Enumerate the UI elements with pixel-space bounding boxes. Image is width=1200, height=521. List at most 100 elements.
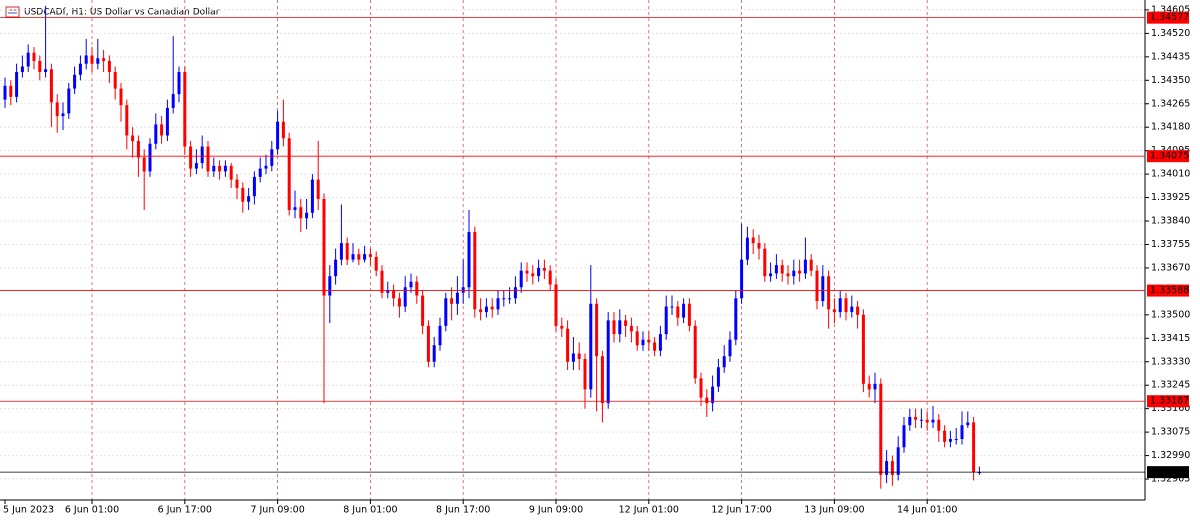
candle-body — [316, 179, 320, 199]
candle-body — [647, 339, 651, 343]
x-tick-label: 6 Jun 17:00 — [158, 505, 212, 516]
y-tick-label: 1.33245 — [1151, 380, 1190, 391]
candle-body — [879, 383, 883, 475]
candle-body — [450, 298, 454, 304]
candle-body — [107, 60, 111, 73]
candle-body — [769, 273, 773, 277]
candle-body — [658, 334, 662, 351]
candle-body — [438, 325, 442, 346]
candle-body — [479, 309, 483, 313]
candle-body — [844, 298, 848, 313]
candle-body — [252, 176, 256, 197]
candle-body — [218, 165, 222, 172]
candle-body — [496, 298, 500, 310]
candle-body — [444, 298, 448, 326]
level-label: 1.33187 — [1150, 396, 1189, 407]
candle-body — [838, 298, 842, 313]
candle-body — [542, 267, 546, 271]
candle-body — [716, 367, 720, 387]
candle-body — [745, 237, 749, 260]
x-tick-label: 13 Jun 09:00 — [804, 505, 864, 516]
candle-body — [305, 212, 309, 219]
level-label: 1.33588 — [1150, 285, 1189, 296]
candle-body — [484, 306, 488, 313]
candle-body — [403, 287, 407, 307]
x-tick-label: 6 Jun 01:00 — [65, 505, 119, 516]
y-tick-label: 1.34435 — [1151, 51, 1190, 62]
candle-body — [809, 259, 813, 271]
candle-body — [571, 353, 575, 362]
y-tick-label: 1.34265 — [1151, 98, 1190, 109]
y-tick-label: 1.33500 — [1151, 309, 1190, 320]
candle-body — [972, 422, 976, 473]
candle-body — [786, 273, 790, 277]
candle-body — [351, 254, 355, 260]
candle-body — [624, 320, 628, 326]
candle-body — [32, 52, 36, 61]
candle-body — [803, 259, 807, 274]
candle-body — [397, 298, 401, 307]
level-label-box — [1147, 284, 1189, 297]
candle-body — [815, 270, 819, 302]
candle-body — [914, 416, 918, 420]
candle-body — [363, 254, 367, 260]
level-label: 1.32930 — [1150, 467, 1189, 478]
candle-body — [705, 397, 709, 404]
candle-body — [368, 254, 372, 257]
y-tick-label: 1.33670 — [1151, 262, 1190, 273]
candle-body — [357, 254, 361, 260]
candle-body — [102, 58, 106, 61]
candle-body — [409, 281, 413, 288]
y-tick-label: 1.33330 — [1151, 356, 1190, 367]
candle-body — [328, 276, 332, 296]
chart-title: USDCADf, H1: US Dollar vs Canadian Dolla… — [24, 8, 220, 18]
candle-body — [334, 259, 338, 277]
x-tick-label: 8 Jun 01:00 — [343, 505, 397, 516]
candle-body — [757, 243, 761, 249]
y-tick-label: 1.33755 — [1151, 239, 1190, 250]
candle-body — [113, 72, 117, 89]
candle-body — [183, 72, 187, 147]
candle-body — [954, 439, 958, 441]
x-tick-label: 12 Jun 01:00 — [619, 505, 679, 516]
candle-body — [415, 281, 419, 296]
candle-body — [20, 66, 24, 73]
candle-body — [189, 146, 193, 169]
candle-body — [560, 325, 564, 329]
candle-body — [96, 58, 100, 64]
candle-body — [229, 165, 233, 180]
candle-body — [583, 358, 587, 390]
header: USDCADf, H1: US Dollar vs Canadian Dolla… — [5, 6, 220, 18]
candle-body — [339, 243, 343, 260]
candle-body — [728, 339, 732, 357]
candle-body — [606, 320, 610, 404]
candle-body — [154, 124, 158, 144]
candle-body — [258, 168, 262, 177]
candle-body — [589, 303, 593, 390]
candle-body — [432, 345, 436, 362]
candle-body — [125, 105, 129, 136]
candle-body — [682, 303, 686, 318]
candle-body — [223, 165, 227, 172]
candle-body — [90, 55, 94, 64]
candle-body — [931, 419, 935, 423]
candle-body — [722, 356, 726, 368]
candle-body — [919, 419, 923, 421]
candle-body — [293, 207, 297, 210]
candle-body — [699, 378, 703, 398]
candle-body — [832, 309, 836, 313]
candle-body — [426, 325, 430, 362]
candle-body — [206, 146, 210, 172]
candle-body — [908, 416, 912, 426]
level-label-box — [1147, 11, 1189, 24]
candle-body — [948, 439, 952, 442]
level-label-box — [1147, 150, 1189, 163]
candle-body — [925, 419, 929, 423]
x-tick-label: 8 Jun 17:00 — [436, 505, 490, 516]
x-tick-label: 5 Jun 2023 — [3, 505, 54, 516]
candle-body — [38, 60, 42, 73]
candle-body — [281, 121, 285, 139]
candle-body — [641, 339, 645, 346]
candle-body — [554, 284, 558, 326]
candle-body — [548, 270, 552, 285]
